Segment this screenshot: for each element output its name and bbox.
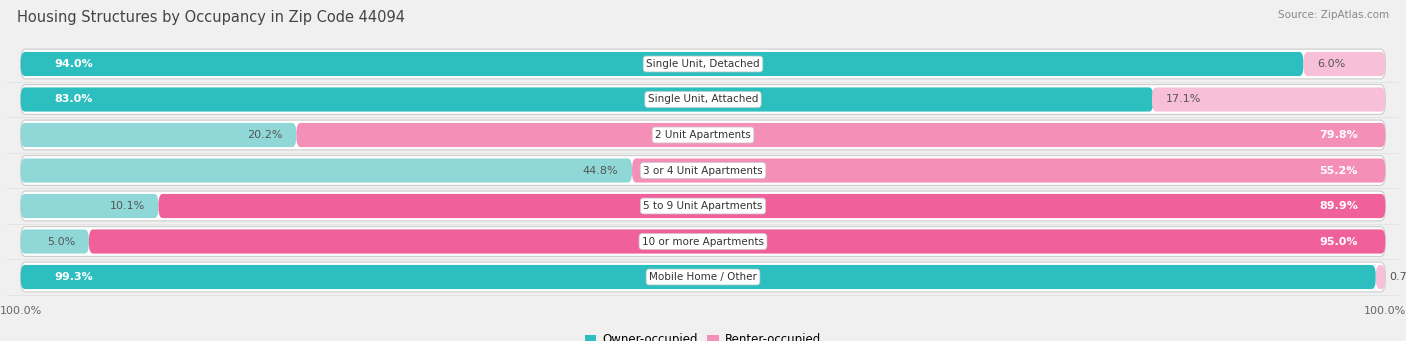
FancyBboxPatch shape <box>297 123 1385 147</box>
Text: 2 Unit Apartments: 2 Unit Apartments <box>655 130 751 140</box>
Text: 83.0%: 83.0% <box>55 94 93 104</box>
FancyBboxPatch shape <box>21 120 1385 150</box>
FancyBboxPatch shape <box>21 87 1153 112</box>
Legend: Owner-occupied, Renter-occupied: Owner-occupied, Renter-occupied <box>579 329 827 341</box>
Text: 55.2%: 55.2% <box>1320 165 1358 176</box>
FancyBboxPatch shape <box>21 159 633 182</box>
FancyBboxPatch shape <box>1375 265 1385 289</box>
Text: 3 or 4 Unit Apartments: 3 or 4 Unit Apartments <box>643 165 763 176</box>
Text: Single Unit, Attached: Single Unit, Attached <box>648 94 758 104</box>
FancyBboxPatch shape <box>89 229 1385 254</box>
Text: Source: ZipAtlas.com: Source: ZipAtlas.com <box>1278 10 1389 20</box>
FancyBboxPatch shape <box>21 194 159 218</box>
FancyBboxPatch shape <box>21 49 1385 79</box>
Text: 44.8%: 44.8% <box>582 165 619 176</box>
FancyBboxPatch shape <box>21 229 89 254</box>
Text: 20.2%: 20.2% <box>247 130 283 140</box>
FancyBboxPatch shape <box>21 265 1375 289</box>
FancyBboxPatch shape <box>21 155 1385 186</box>
Text: 95.0%: 95.0% <box>1319 237 1358 247</box>
Text: 5.0%: 5.0% <box>46 237 76 247</box>
FancyBboxPatch shape <box>633 159 1385 182</box>
Text: Single Unit, Detached: Single Unit, Detached <box>647 59 759 69</box>
Text: 6.0%: 6.0% <box>1317 59 1346 69</box>
FancyBboxPatch shape <box>21 85 1385 115</box>
Text: 17.1%: 17.1% <box>1166 94 1201 104</box>
FancyBboxPatch shape <box>1303 52 1385 76</box>
Text: 99.3%: 99.3% <box>55 272 94 282</box>
Text: Mobile Home / Other: Mobile Home / Other <box>650 272 756 282</box>
FancyBboxPatch shape <box>159 194 1385 218</box>
FancyBboxPatch shape <box>21 191 1385 221</box>
FancyBboxPatch shape <box>1152 87 1385 112</box>
FancyBboxPatch shape <box>21 123 297 147</box>
FancyBboxPatch shape <box>21 262 1385 292</box>
Text: 0.7%: 0.7% <box>1389 272 1406 282</box>
Text: Housing Structures by Occupancy in Zip Code 44094: Housing Structures by Occupancy in Zip C… <box>17 10 405 25</box>
Text: 10.1%: 10.1% <box>110 201 145 211</box>
Text: 79.8%: 79.8% <box>1319 130 1358 140</box>
FancyBboxPatch shape <box>21 52 1303 76</box>
Text: 89.9%: 89.9% <box>1319 201 1358 211</box>
FancyBboxPatch shape <box>21 226 1385 256</box>
Text: 94.0%: 94.0% <box>55 59 94 69</box>
Text: 10 or more Apartments: 10 or more Apartments <box>643 237 763 247</box>
Text: 5 to 9 Unit Apartments: 5 to 9 Unit Apartments <box>644 201 762 211</box>
